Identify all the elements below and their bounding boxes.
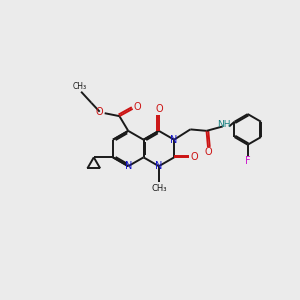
Text: O: O: [155, 104, 163, 114]
Text: O: O: [96, 107, 103, 117]
Text: N: N: [155, 161, 163, 171]
Text: NH: NH: [218, 121, 231, 130]
Text: N: N: [170, 135, 178, 145]
Text: O: O: [190, 152, 198, 162]
Text: N: N: [124, 161, 132, 171]
Text: O: O: [204, 147, 212, 158]
Text: CH₃: CH₃: [73, 82, 87, 91]
Text: O: O: [133, 102, 141, 112]
Text: CH₃: CH₃: [151, 184, 166, 193]
Text: F: F: [245, 156, 250, 166]
